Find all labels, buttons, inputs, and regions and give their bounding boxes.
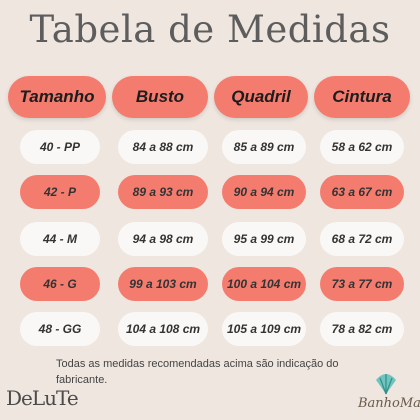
cell-size: 40 - PP: [20, 130, 100, 164]
cell-busto: 94 a 98 cm: [118, 222, 208, 256]
page-title: Tabela de Medidas: [29, 8, 391, 51]
brand-right-label: BanhoMar: [358, 396, 420, 411]
cell-quadril: 95 a 99 cm: [222, 222, 306, 256]
cell-busto: 84 a 88 cm: [118, 130, 208, 164]
footnote: Todas as medidas recomendadas acima são …: [56, 358, 339, 386]
cell-busto: 104 a 108 cm: [118, 312, 208, 346]
cell-quadril: 100 a 104 cm: [222, 267, 306, 301]
cell-size: 48 - GG: [20, 312, 100, 346]
brand-logo-right: BanhoMar: [356, 370, 420, 416]
header-cintura: Cintura: [314, 76, 410, 118]
cell-size: 42 - P: [20, 175, 100, 209]
header-quadril: Quadril: [214, 76, 308, 118]
cell-busto: 99 a 103 cm: [118, 267, 208, 301]
cell-size: 46 - G: [20, 267, 100, 301]
cell-cintura: 58 a 62 cm: [320, 130, 404, 164]
cell-size: 44 - M: [20, 222, 100, 256]
brand-logo-left: DeLuTe: [6, 386, 79, 410]
cell-quadril: 85 a 89 cm: [222, 130, 306, 164]
cell-cintura: 78 a 82 cm: [320, 312, 404, 346]
cell-cintura: 68 a 72 cm: [320, 222, 404, 256]
cell-cintura: 73 a 77 cm: [320, 267, 404, 301]
shell-icon: [376, 374, 396, 395]
cell-quadril: 90 a 94 cm: [222, 175, 306, 209]
header-busto: Busto: [112, 76, 208, 118]
cell-cintura: 63 a 67 cm: [320, 175, 404, 209]
cell-busto: 89 a 93 cm: [118, 175, 208, 209]
cell-quadril: 105 a 109 cm: [222, 312, 306, 346]
header-tamanho: Tamanho: [8, 76, 106, 118]
